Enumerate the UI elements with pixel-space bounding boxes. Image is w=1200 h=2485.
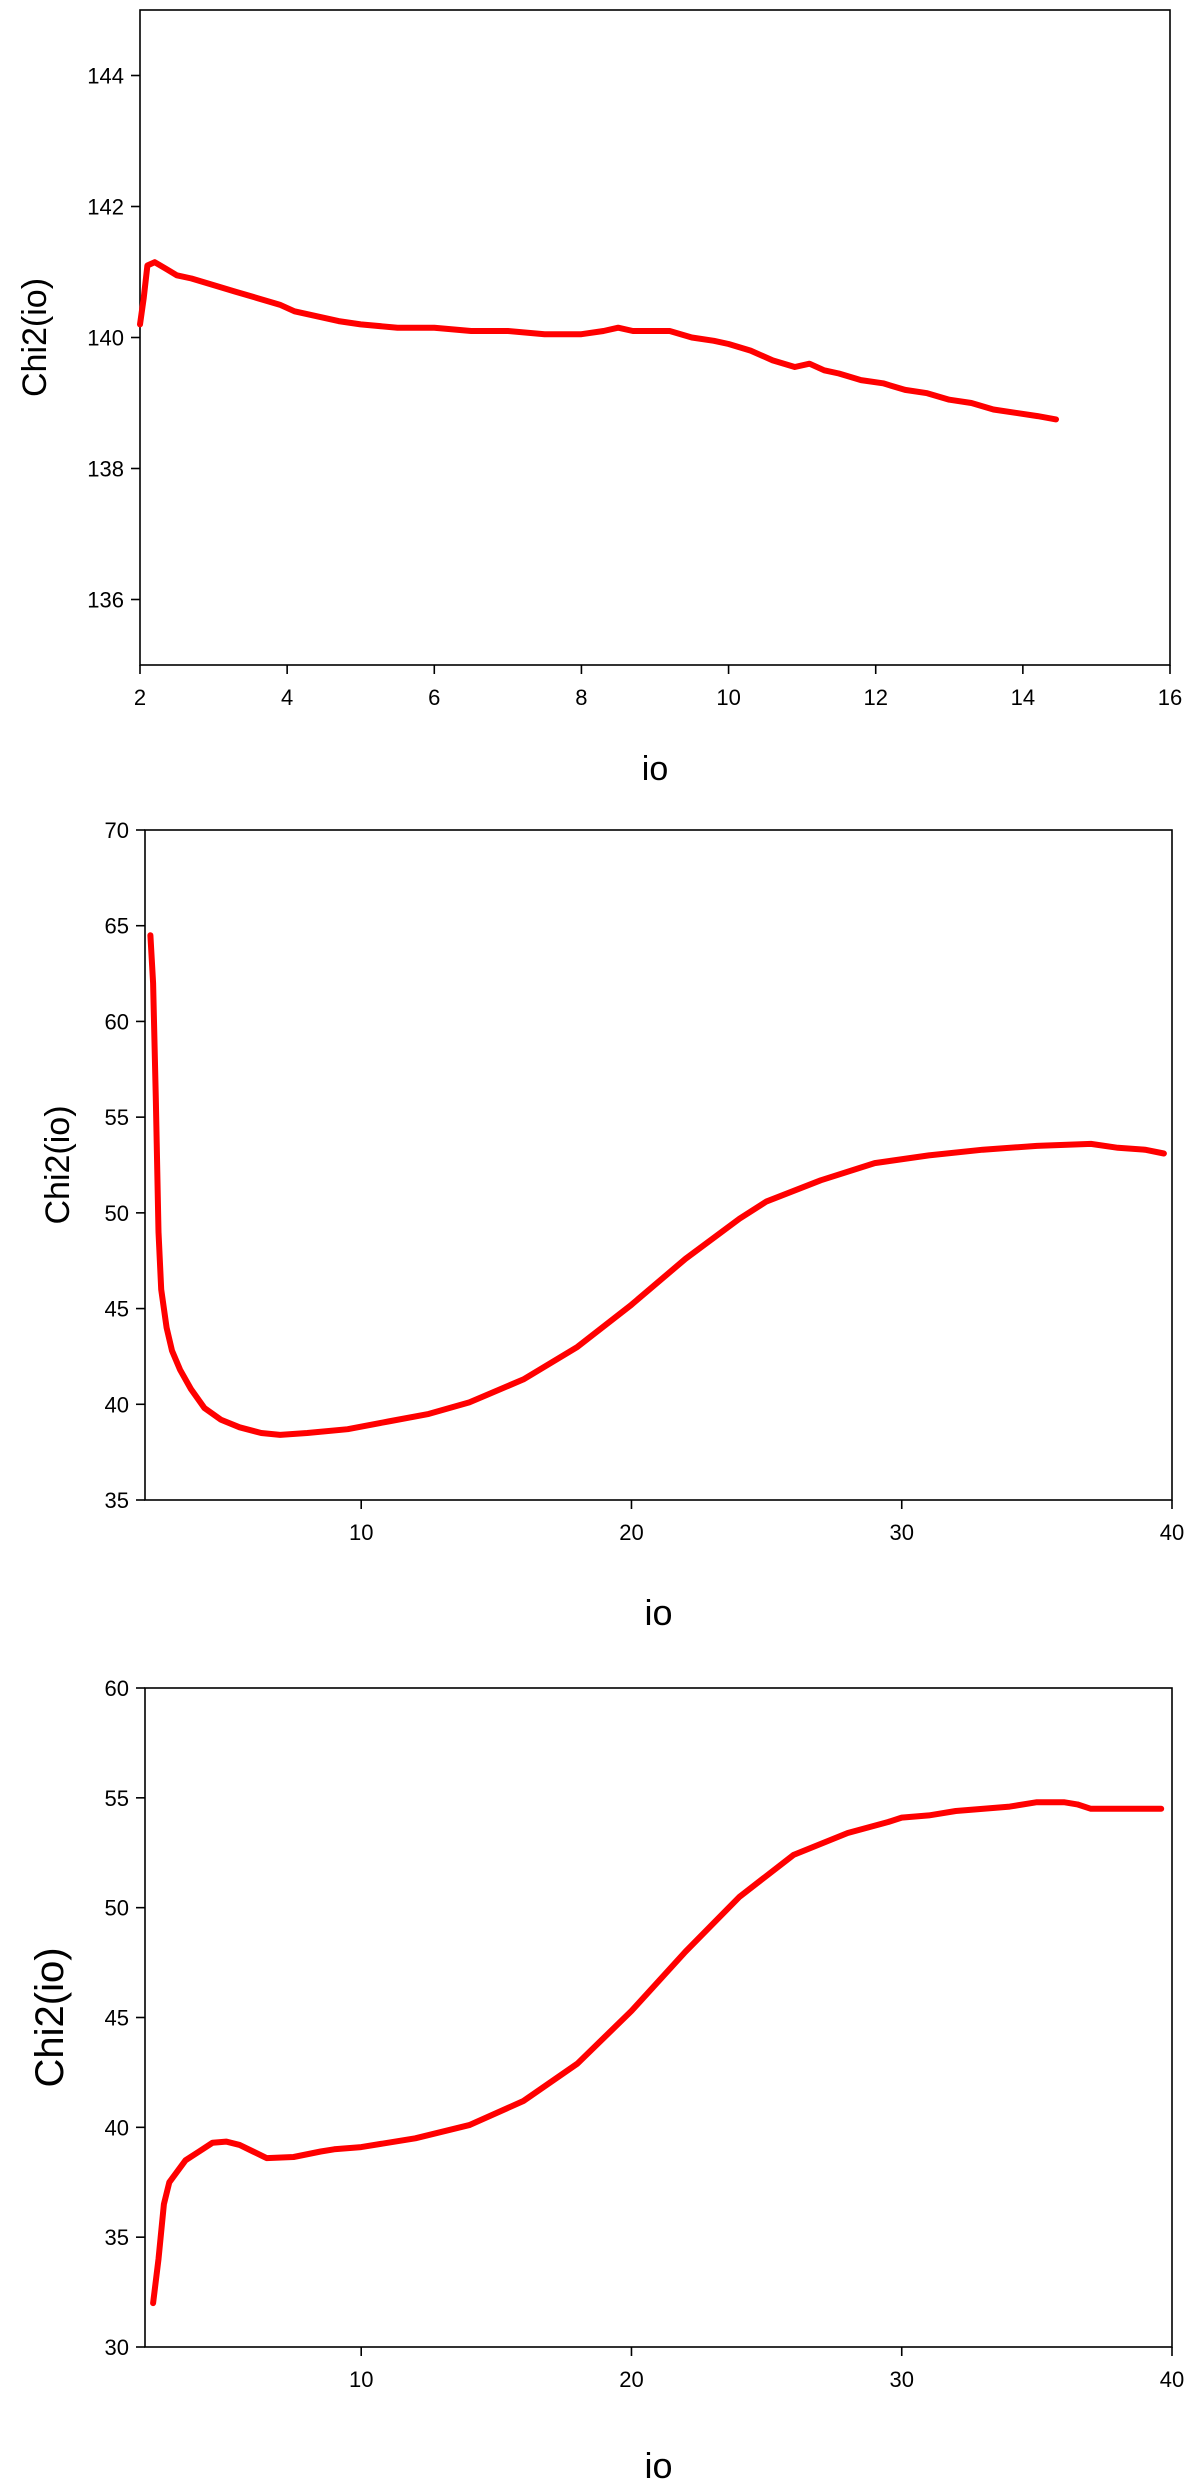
y-tick-label: 35 <box>105 2225 129 2250</box>
x-tick-label: 6 <box>428 685 440 710</box>
x-tick-label: 12 <box>863 685 887 710</box>
y-tick-label: 35 <box>105 1488 129 1513</box>
plot-frame <box>144 1687 1173 2348</box>
y-tick-label: 136 <box>87 588 124 613</box>
y-tick-label: 50 <box>105 1896 129 1921</box>
x-tick-label: 10 <box>716 685 740 710</box>
x-tick-label: 4 <box>281 685 293 710</box>
x-tick-label: 16 <box>1158 685 1182 710</box>
y-axis-title: Chi2(io) <box>16 278 54 397</box>
x-tick-label: 40 <box>1160 2367 1184 2392</box>
y-tick-label: 30 <box>105 2335 129 2360</box>
x-tick-label: 8 <box>575 685 587 710</box>
y-tick-label: 144 <box>87 64 124 89</box>
chart-2: 10 20 30 40 35 40 45 50 55 60 65 70 io Chi2(io) <box>39 818 1184 1633</box>
x-tick-label: 2 <box>134 685 146 710</box>
x-axis-title: io <box>644 2445 672 2485</box>
x-tick-label: 40 <box>1160 1520 1184 1545</box>
y-tick-label: 55 <box>105 1105 129 1130</box>
series-line <box>147 932 1167 1438</box>
x-tick-label: 10 <box>349 2367 373 2392</box>
y-tick-label: 45 <box>105 1297 129 1322</box>
series-line <box>137 259 1059 423</box>
plot-frame <box>144 829 1173 1501</box>
y-tick-label: 142 <box>87 195 124 220</box>
plot-frame <box>139 9 1171 666</box>
y-tick-label: 40 <box>105 1392 129 1417</box>
x-tick-label: 30 <box>889 2367 913 2392</box>
y-tick-label: 60 <box>105 1009 129 1034</box>
y-tick-label: 55 <box>105 1786 129 1811</box>
x-tick-label: 30 <box>889 1520 913 1545</box>
y-tick-label: 60 <box>105 1676 129 1701</box>
x-tick-label: 10 <box>349 1520 373 1545</box>
y-tick-label: 70 <box>105 818 129 843</box>
x-tick-label: 20 <box>619 2367 643 2392</box>
y-tick-label: 140 <box>87 326 124 351</box>
y-tick-label: 40 <box>105 2115 129 2140</box>
chart-1: 2 4 6 8 10 12 14 16 136 138 140 142 144 io Chi2(io) <box>16 9 1182 788</box>
x-tick-label: 14 <box>1011 685 1035 710</box>
y-axis-title: Chi2(io) <box>39 1105 77 1224</box>
x-tick-label: 20 <box>619 1520 643 1545</box>
y-tick-label: 50 <box>105 1201 129 1226</box>
chart-3: 10 20 30 40 30 35 40 45 50 55 60 io Chi2(io) <box>28 1676 1184 2485</box>
x-axis-title: io <box>642 750 668 788</box>
y-tick-label: 45 <box>105 2006 129 2031</box>
series-line <box>150 1799 1165 2307</box>
y-tick-label: 138 <box>87 457 124 482</box>
y-tick-label: 65 <box>105 914 129 939</box>
y-axis-title: Chi2(io) <box>28 1947 72 2087</box>
x-axis-title: io <box>644 1592 672 1633</box>
